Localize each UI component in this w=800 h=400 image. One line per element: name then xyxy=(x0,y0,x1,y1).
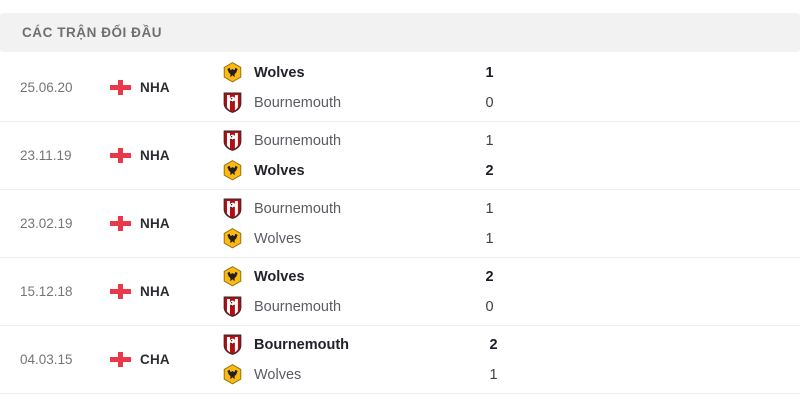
competition-label: NHA xyxy=(140,284,170,299)
wolves-crest-icon xyxy=(223,160,242,181)
home-team-line[interactable]: Wolves xyxy=(223,62,476,83)
away-team-line[interactable]: Bournemouth xyxy=(223,296,476,317)
away-team-line[interactable]: Wolves xyxy=(223,160,476,181)
teams-cell: Wolves Bournemouth xyxy=(215,62,476,113)
section-header: CÁC TRẬN ĐỐI ĐẦU xyxy=(0,13,800,52)
bournemouth-crest-icon xyxy=(223,334,242,355)
wolves-crest-icon xyxy=(223,364,242,385)
away-team-name: Bournemouth xyxy=(254,94,342,111)
home-team-name: Wolves xyxy=(254,64,305,81)
table-row-1[interactable]: 25.06.20 NHA Wolves Bournemouth 1 0 xyxy=(0,54,800,122)
competition-cell: NHA xyxy=(110,80,215,95)
england-flag-icon xyxy=(110,148,131,163)
home-team-line[interactable]: Bournemouth xyxy=(223,130,476,151)
away-score: 2 xyxy=(485,162,494,179)
score-cell: 1 2 xyxy=(476,131,666,181)
match-date: 25.06.20 xyxy=(20,80,73,95)
competition-label: NHA xyxy=(140,216,170,231)
wolves-crest-icon xyxy=(223,266,242,287)
england-flag-icon xyxy=(110,216,131,231)
england-flag-icon xyxy=(110,80,131,95)
home-team-name: Wolves xyxy=(254,268,305,285)
score-cell: 1 0 xyxy=(476,63,666,113)
match-date: 23.11.19 xyxy=(20,148,72,163)
competition-cell: NHA xyxy=(110,148,215,163)
score-cell: 1 1 xyxy=(476,199,666,249)
away-score: 1 xyxy=(485,230,494,247)
home-team-line[interactable]: Bournemouth xyxy=(223,198,476,219)
teams-cell: Bournemouth Wolves xyxy=(215,198,476,249)
match-date: 23.02.19 xyxy=(20,216,73,231)
away-team-line[interactable]: Wolves xyxy=(223,228,476,249)
bournemouth-crest-icon xyxy=(223,92,242,113)
home-score: 2 xyxy=(485,268,494,285)
competition-label: NHA xyxy=(140,80,170,95)
competition-label: NHA xyxy=(140,148,170,163)
england-flag-icon xyxy=(110,352,131,367)
table-row-4[interactable]: 15.12.18 NHA Wolves Bournemouth 2 0 xyxy=(0,258,800,326)
teams-cell: Bournemouth Wolves xyxy=(215,130,476,181)
home-score: 1 xyxy=(485,132,494,149)
bournemouth-crest-icon xyxy=(223,198,242,219)
away-team-line[interactable]: Bournemouth xyxy=(223,92,476,113)
away-team-name: Wolves xyxy=(254,162,305,179)
competition-label: CHA xyxy=(140,352,170,367)
page-title: CÁC TRẬN ĐỐI ĐẦU xyxy=(22,25,163,40)
home-team-name: Bournemouth xyxy=(254,200,342,217)
away-team-line[interactable]: Wolves xyxy=(223,364,480,385)
teams-cell: Wolves Bournemouth xyxy=(215,266,476,317)
england-flag-icon xyxy=(110,284,131,299)
home-team-line[interactable]: Wolves xyxy=(223,266,476,287)
home-score: 2 xyxy=(489,336,498,353)
score-cell: 2 1 xyxy=(480,335,670,385)
competition-cell: NHA xyxy=(110,216,215,231)
home-score: 1 xyxy=(485,64,494,81)
away-score: 0 xyxy=(485,94,494,111)
match-date: 04.03.15 xyxy=(20,352,73,367)
away-team-name: Wolves xyxy=(254,230,302,247)
home-score: 1 xyxy=(485,200,494,217)
home-team-line[interactable]: Bournemouth xyxy=(223,334,480,355)
wolves-crest-icon xyxy=(223,62,242,83)
competition-cell: NHA xyxy=(110,284,215,299)
table-row-2[interactable]: 23.11.19 NHA Bournemouth Wolves 1 2 xyxy=(0,122,800,190)
away-score: 1 xyxy=(489,366,498,383)
table-row-3[interactable]: 23.02.19 NHA Bournemouth Wolves 1 1 xyxy=(0,190,800,258)
away-team-name: Bournemouth xyxy=(254,298,342,315)
score-cell: 2 0 xyxy=(476,267,666,317)
competition-cell: CHA xyxy=(110,352,215,367)
teams-cell: Bournemouth Wolves xyxy=(215,334,480,385)
away-score: 0 xyxy=(485,298,494,315)
bournemouth-crest-icon xyxy=(223,296,242,317)
match-list: 25.06.20 NHA Wolves Bournemouth 1 0 23.1… xyxy=(0,54,800,394)
match-date: 15.12.18 xyxy=(20,284,73,299)
table-row-5[interactable]: 04.03.15 CHA Bournemouth Wolves 2 1 xyxy=(0,326,800,394)
home-team-name: Bournemouth xyxy=(254,336,350,353)
wolves-crest-icon xyxy=(223,228,242,249)
home-team-name: Bournemouth xyxy=(254,132,342,149)
away-team-name: Wolves xyxy=(254,366,302,383)
bournemouth-crest-icon xyxy=(223,130,242,151)
